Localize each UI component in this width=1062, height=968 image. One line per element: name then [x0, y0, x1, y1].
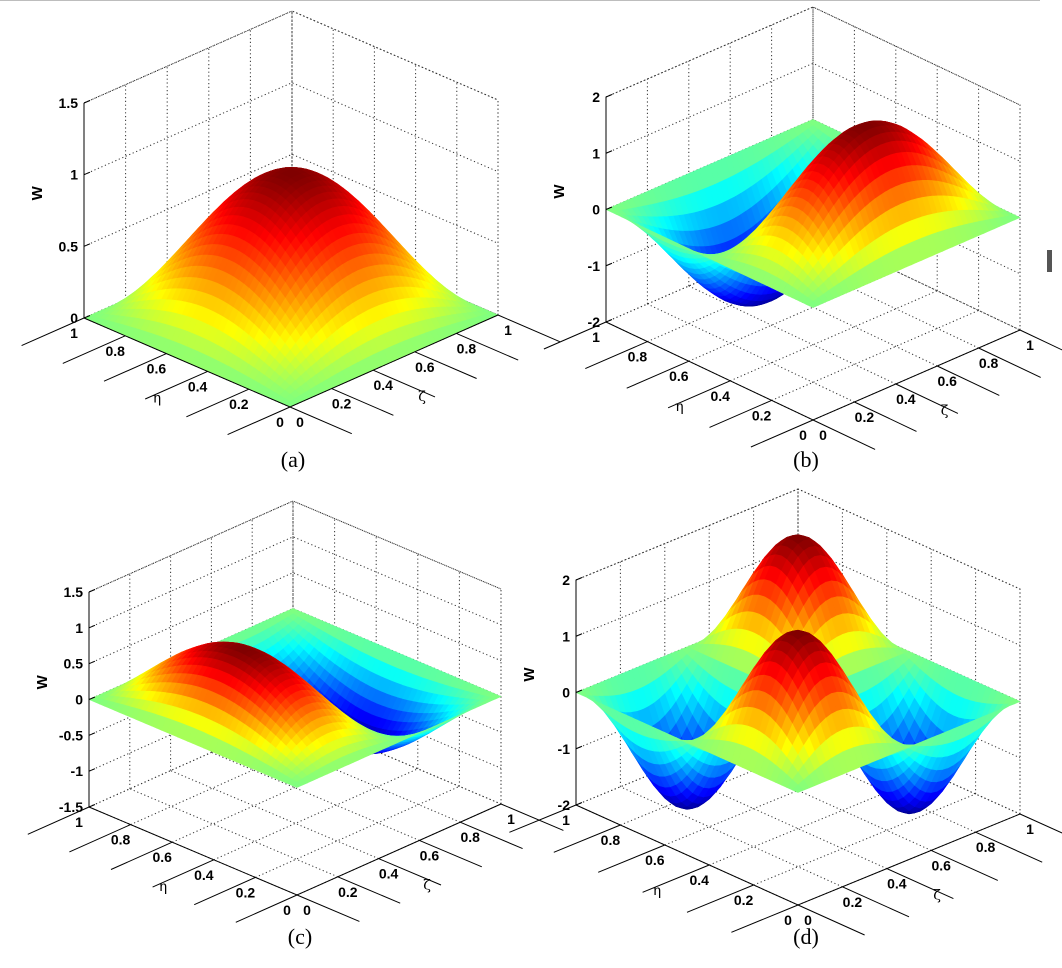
zeta-tick-label: 0.4 [896, 391, 916, 407]
z-axis-label: W [29, 185, 46, 200]
panel-c: -1.5-1-0.500.511.500.20.40.60.8100.20.40… [27, 500, 564, 949]
eta-tick-label: 0.4 [188, 378, 208, 394]
z-tick [605, 150, 613, 154]
eta-tick-label: 0.8 [628, 349, 648, 365]
zeta-tick-label: 0.6 [415, 359, 435, 375]
eta-tick-label: 1 [592, 329, 600, 345]
surface [83, 167, 499, 408]
z-axis-label: W [551, 184, 568, 199]
z-tick [88, 732, 96, 736]
eta-axis-label: η [675, 399, 683, 415]
eta-tick-label: 0 [799, 427, 807, 443]
z-tick [88, 804, 96, 808]
z-tick-label: 2 [592, 89, 600, 105]
eta-axis-label: η [153, 391, 161, 407]
zeta-axis-label: ζ [941, 403, 949, 419]
zeta-axis-label: ζ [418, 389, 426, 405]
grid-line [213, 768, 419, 861]
zeta-tick-label: 0 [296, 414, 304, 430]
zeta-tick-label: 0.8 [457, 340, 477, 356]
eta-tick-label: 0.4 [710, 388, 730, 404]
grid-line [88, 500, 502, 593]
z-tick-label: -1 [588, 258, 601, 274]
z-tick-label: -1 [71, 763, 84, 779]
z-tick [83, 171, 91, 176]
panel-b: -2-101200.20.40.60.8100.20.40.60.81Wζη(b… [543, 6, 1062, 472]
z-tick-label: 1 [592, 145, 600, 161]
panel-caption: (a) [281, 447, 305, 472]
grid-line [170, 770, 379, 860]
z-tick-label: 1.5 [59, 95, 79, 111]
zeta-tick-label: 1 [1026, 337, 1034, 353]
grid-line [647, 303, 855, 403]
z-tick-label: 0.5 [59, 238, 79, 254]
edge-marker [1047, 250, 1052, 272]
surface [605, 119, 1021, 308]
z-tick [605, 94, 613, 98]
z-tick-label: 0 [75, 692, 83, 708]
eta-tick-label: 0.2 [752, 407, 772, 423]
floor-axes [88, 803, 502, 896]
zeta-tick-label: 0.4 [373, 377, 393, 393]
z-tick-label: -1.5 [59, 799, 83, 815]
eta-tick-label: 0 [276, 414, 284, 430]
z-tick [83, 243, 91, 247]
zeta-tick-label: 0.8 [979, 355, 999, 371]
eta-tick-label: 0.2 [229, 396, 249, 412]
grid-line [83, 10, 499, 104]
panel-caption: (b) [793, 447, 819, 472]
z-tick [83, 100, 91, 104]
zeta-tick-label: 1 [504, 322, 512, 338]
surface [88, 608, 502, 788]
grid-line [83, 82, 499, 176]
grid-line [688, 285, 897, 385]
zeta-tick-label: 0.6 [937, 373, 957, 389]
eta-tick-label: 0.8 [105, 343, 125, 359]
z-tick [88, 768, 96, 772]
grid-line [255, 785, 460, 878]
z-tick [605, 319, 613, 323]
zeta-tick-label: 0.2 [855, 409, 875, 425]
eta-tick-label: 0.6 [669, 368, 689, 384]
z-tick [605, 262, 613, 267]
eta-tick-label: 1 [70, 325, 78, 341]
panel-a: 00.511.500.20.40.60.8100.20.40.60.81Wζη(… [21, 10, 560, 472]
zeta-tick-label: 0 [819, 427, 827, 443]
z-tick-label: 1 [70, 167, 78, 183]
grid-line [83, 153, 499, 247]
z-tick-label: 0 [592, 202, 600, 218]
z-tick-label: -0.5 [59, 727, 83, 743]
top-rule [0, 0, 1040, 1]
zeta-tick-label: 0.2 [332, 396, 352, 412]
eta-tick-label: 0.6 [147, 361, 167, 377]
